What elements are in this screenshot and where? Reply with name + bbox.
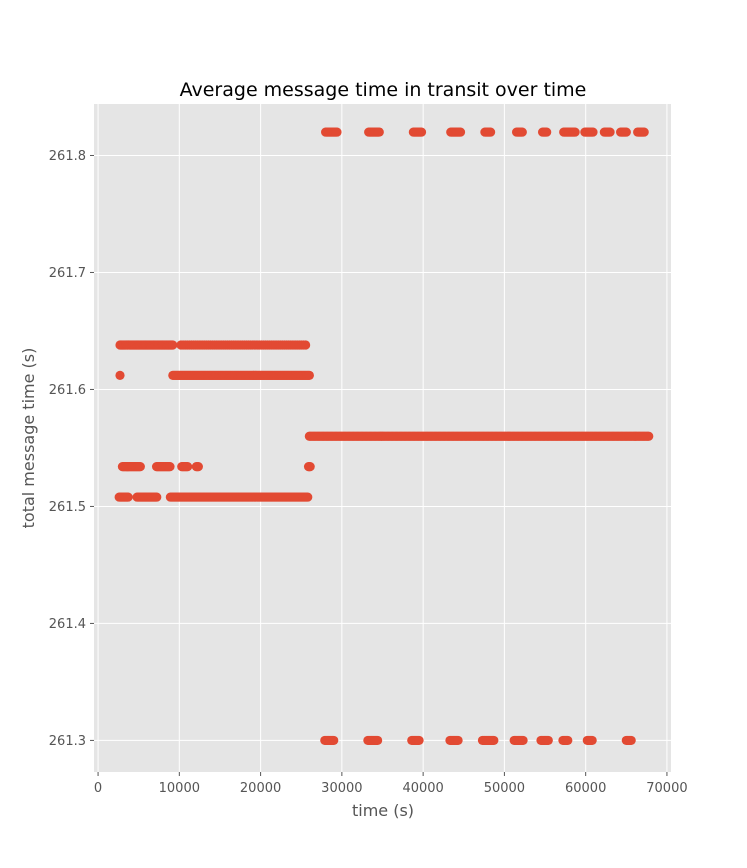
data-point xyxy=(489,735,499,746)
y-tick-label: 261.5 xyxy=(49,500,86,515)
y-tick-label: 261.7 xyxy=(49,266,86,281)
data-point xyxy=(152,492,162,502)
x-tick-label: 30000 xyxy=(321,781,362,796)
data-point xyxy=(543,735,553,746)
chart-title: Average message time in transit over tim… xyxy=(180,79,587,101)
data-point xyxy=(453,735,463,746)
y-axis-label: total message time (s) xyxy=(19,348,38,529)
data-point xyxy=(183,462,193,472)
data-point xyxy=(304,370,314,381)
data-point xyxy=(621,127,631,137)
data-point xyxy=(303,492,313,502)
data-point xyxy=(168,340,178,350)
data-point xyxy=(416,127,427,137)
data-point xyxy=(329,735,339,746)
data-point xyxy=(518,735,528,746)
data-point xyxy=(135,462,145,472)
x-tick-label: 70000 xyxy=(646,781,687,796)
x-tick-label: 0 xyxy=(94,781,102,796)
data-point xyxy=(570,127,580,137)
y-axis-ticks: 261.3 261.4 261.5 261.6 261.7 261.8 xyxy=(49,149,94,749)
data-points xyxy=(114,127,654,746)
data-point xyxy=(123,492,133,502)
data-point xyxy=(626,735,636,746)
data-point xyxy=(373,735,383,746)
x-tick-label: 20000 xyxy=(240,781,281,796)
data-point xyxy=(639,127,649,137)
data-point xyxy=(542,127,552,137)
data-point xyxy=(485,127,496,137)
y-tick-label: 261.3 xyxy=(49,734,86,749)
x-tick-label: 50000 xyxy=(484,781,525,796)
data-point xyxy=(332,127,342,137)
data-point xyxy=(605,127,615,137)
data-point xyxy=(517,127,527,137)
x-tick-label: 60000 xyxy=(565,781,606,796)
x-tick-label: 40000 xyxy=(402,781,443,796)
data-point xyxy=(587,735,597,746)
data-point xyxy=(165,462,175,472)
y-tick-label: 261.4 xyxy=(49,617,86,632)
data-point xyxy=(563,735,573,746)
data-point xyxy=(193,462,203,472)
x-axis-label: time (s) xyxy=(352,801,414,820)
data-point xyxy=(588,127,598,137)
data-point xyxy=(374,127,384,137)
x-axis-ticks: 0 10000 20000 30000 40000 50000 60000 70000 xyxy=(94,772,688,796)
data-point xyxy=(115,370,125,381)
y-tick-label: 261.8 xyxy=(49,149,86,164)
y-tick-label: 261.6 xyxy=(49,383,86,398)
data-point xyxy=(455,127,466,137)
data-point xyxy=(301,340,311,350)
data-point xyxy=(644,431,654,441)
data-point xyxy=(414,735,424,746)
data-point xyxy=(305,462,315,472)
x-tick-label: 10000 xyxy=(159,781,200,796)
